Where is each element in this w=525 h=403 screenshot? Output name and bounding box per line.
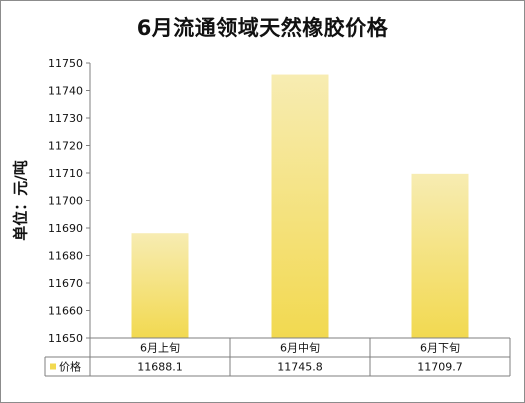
- data-value-label: 11709.7: [417, 361, 463, 374]
- y-tick-label: 11700: [48, 195, 83, 208]
- y-tick-label: 11660: [48, 305, 83, 318]
- y-tick-label: 11650: [48, 332, 83, 345]
- y-tick-label: 11670: [48, 277, 83, 290]
- data-value-label: 11745.8: [277, 361, 323, 374]
- data-value-label: 11688.1: [137, 361, 183, 374]
- category-label: 6月下旬: [420, 342, 460, 355]
- bar: [411, 173, 469, 338]
- legend-label: 价格: [59, 360, 81, 374]
- category-label: 6月中旬: [280, 342, 320, 355]
- y-tick-label: 11750: [48, 57, 83, 70]
- y-tick-label: 11680: [48, 250, 83, 263]
- bars: [131, 74, 469, 339]
- y-tick-label: 11690: [48, 222, 83, 235]
- y-tick-label: 11740: [48, 85, 83, 98]
- category-label: 6月上旬: [140, 342, 180, 355]
- chart-title: 6月流通领域天然橡胶价格: [136, 16, 389, 40]
- y-tick-label: 11730: [48, 112, 83, 125]
- y-tick-label: 11710: [48, 167, 83, 180]
- legend-key: [50, 363, 56, 370]
- y-axis-ticks: 11650 11660 11670 11680 11690 11700 11710 11720…: [48, 57, 90, 345]
- bar: [271, 74, 329, 339]
- y-tick-label: 11720: [48, 140, 83, 153]
- bar: [131, 233, 189, 338]
